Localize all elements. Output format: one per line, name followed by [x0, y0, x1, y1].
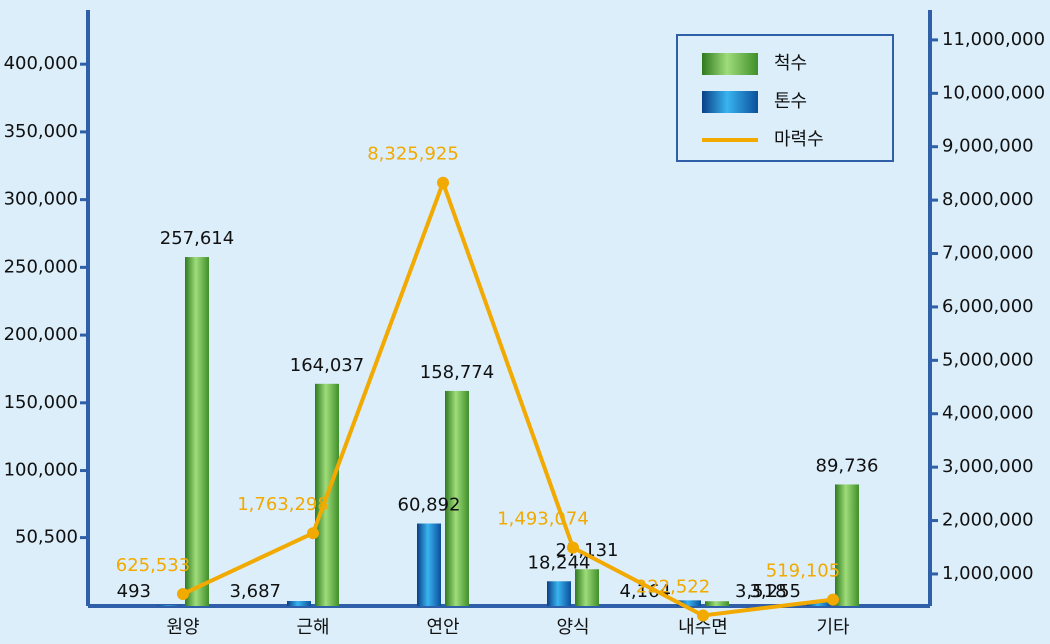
y-tick-label: 250,000	[4, 256, 78, 277]
bar	[287, 601, 311, 606]
x-tick-label: 기타	[816, 617, 850, 638]
y-tick-label: 50,500	[15, 527, 78, 548]
line	[182, 176, 834, 618]
bar	[575, 569, 599, 606]
y-tick-label: 100,000	[4, 460, 78, 481]
legend-label: 마력수	[774, 129, 824, 150]
data-label: 493	[117, 581, 151, 602]
data-label: 164,037	[290, 355, 364, 376]
x-tick-label: 근해	[296, 617, 329, 638]
y2-tick-label: 2,000,000	[942, 510, 1034, 531]
line-point	[567, 541, 579, 554]
data-label: 60,892	[398, 495, 461, 516]
data-label: 89,736	[816, 455, 879, 476]
bar	[807, 601, 831, 606]
y2-tick-label: 11,000,000	[942, 29, 1045, 50]
data-label: 1,763,298	[237, 494, 329, 515]
data-label: 257,614	[160, 228, 234, 249]
data-label: 158,774	[420, 362, 494, 383]
bar	[445, 390, 469, 606]
data-label: 1,493,074	[497, 509, 589, 530]
y2-tick-label: 8,000,000	[942, 189, 1034, 210]
y2-tick-label: 6,000,000	[942, 296, 1034, 317]
data-label: 222,522	[636, 576, 710, 597]
data-label: 625,533	[116, 555, 190, 576]
data-label: 4,164	[619, 581, 671, 602]
x-tick-label: 양식	[556, 617, 589, 638]
bar	[677, 600, 701, 606]
data-label: 8,325,925	[367, 144, 459, 165]
data-label: 3,518	[735, 581, 787, 602]
data-label: 3,687	[229, 581, 281, 602]
bar	[417, 523, 441, 606]
y-tick-label: 400,000	[4, 53, 78, 74]
x-tick-label: 내수면	[678, 617, 728, 638]
data-label: 18,244	[528, 552, 591, 573]
line-point	[307, 527, 319, 540]
y2-tick-label: 10,000,000	[942, 82, 1045, 103]
bar	[835, 484, 859, 606]
y2-tick-label: 3,000,000	[942, 456, 1034, 477]
legend-swatch	[702, 91, 758, 113]
bar	[705, 601, 729, 606]
data-label: 519,105	[766, 561, 840, 582]
legend-label: 척수	[774, 53, 807, 74]
bar	[547, 581, 571, 606]
y2-tick-label: 7,000,000	[942, 243, 1034, 264]
y-tick-label: 150,000	[4, 392, 78, 413]
bar	[185, 257, 209, 606]
data-label: 3,255	[749, 581, 801, 602]
y-tick-label: 300,000	[4, 189, 78, 210]
y-tick-label: 200,000	[4, 324, 78, 345]
bar	[157, 605, 181, 606]
x-tick-label: 연안	[426, 617, 459, 638]
legend-label: 톤수	[774, 91, 807, 112]
line-point	[827, 593, 839, 606]
x-tick-label: 원양	[166, 617, 199, 638]
y2-tick-label: 4,000,000	[942, 403, 1034, 424]
y-tick-label: 350,000	[4, 121, 78, 142]
y2-tick-label: 5,000,000	[942, 349, 1034, 370]
line-point	[177, 587, 189, 600]
y2-tick-label: 9,000,000	[942, 136, 1034, 157]
legend-swatch	[702, 53, 758, 75]
line-point	[697, 609, 709, 622]
y2-tick-label: 1,000,000	[942, 563, 1034, 584]
line-point	[437, 176, 449, 189]
